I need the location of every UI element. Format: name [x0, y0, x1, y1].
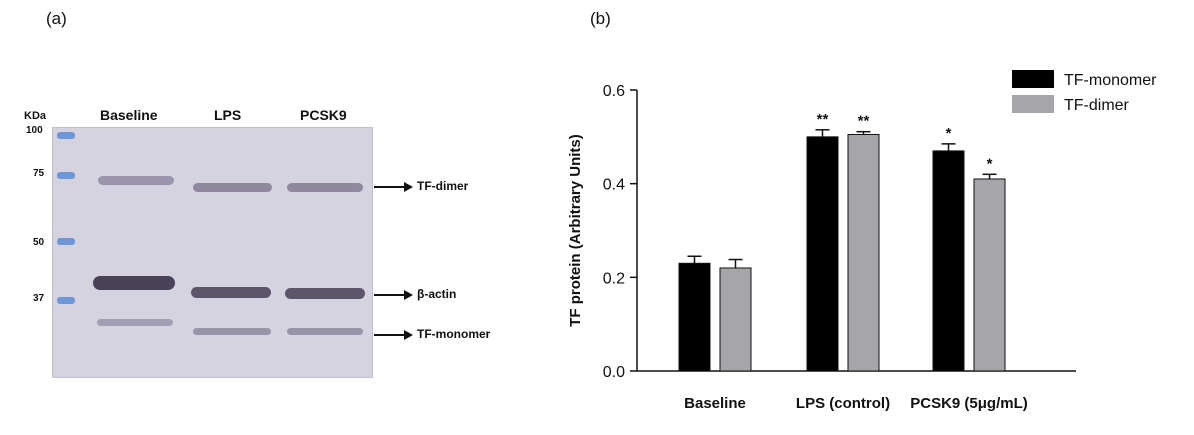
y-tick-label: 0.6	[603, 83, 625, 100]
bar-tf-monomer-1	[806, 136, 839, 372]
significance-label: *	[946, 125, 952, 142]
significance-label: **	[817, 111, 829, 128]
bar-tf-monomer-2	[932, 150, 965, 372]
lane-label-baseline: Baseline	[100, 107, 158, 123]
x-category-label: Baseline	[684, 395, 746, 412]
bar-tf-dimer-0	[719, 267, 752, 372]
panel-b-label: (b)	[590, 9, 611, 28]
arrow-label-tf-monomer: TF-monomer	[417, 327, 491, 341]
arrow-beta-actin	[374, 290, 413, 300]
band-dimer-lps	[193, 183, 272, 192]
panel-a-label: (a)	[46, 9, 67, 28]
western-blot-panel: KDa Baseline LPS PCSK9 100 75 50 37 TF-d…	[0, 0, 560, 435]
bar-tf-dimer-1	[847, 133, 880, 372]
significance-label: **	[858, 113, 870, 130]
legend-label: TF-monomer	[1064, 72, 1157, 89]
arrow-label-beta-actin: β-actin	[417, 287, 457, 301]
marker-label-75: 75	[33, 168, 45, 179]
ladder-band-100	[57, 132, 75, 139]
band-monomer-pcsk9	[287, 328, 363, 335]
band-monomer-lps	[193, 328, 271, 335]
y-tick-label: 0.2	[603, 270, 625, 287]
marker-label-50: 50	[33, 237, 45, 248]
bar-tf-monomer-0	[678, 262, 711, 372]
band-actin-pcsk9	[285, 288, 365, 299]
y-tick-label: 0.4	[603, 177, 625, 194]
lane-label-lps: LPS	[214, 107, 242, 123]
ladder-band-37	[57, 297, 75, 304]
band-dimer-pcsk9	[287, 183, 363, 192]
band-dimer-baseline	[98, 176, 174, 185]
significance-label: *	[987, 155, 993, 172]
ladder-band-50	[57, 238, 75, 245]
lane-label-pcsk9: PCSK9	[300, 107, 347, 123]
legend-label: TF-dimer	[1064, 97, 1130, 114]
arrow-tf-monomer	[374, 330, 413, 340]
legend-swatch-tf-dimer	[1012, 95, 1054, 113]
bar-tf-dimer-2	[973, 178, 1006, 372]
marker-label-37: 37	[33, 293, 45, 304]
x-category-label: LPS (control)	[796, 395, 890, 412]
marker-label-100: 100	[26, 125, 43, 136]
band-actin-lps	[191, 287, 271, 298]
y-axis-title: TF protein (Arbitrary Units)	[567, 134, 584, 327]
x-category-label: PCSK9 (5μg/mL)	[910, 395, 1028, 412]
kda-header: KDa	[24, 110, 47, 122]
band-monomer-baseline	[97, 319, 173, 326]
arrow-label-tf-dimer: TF-dimer	[417, 179, 469, 193]
arrow-tf-dimer	[374, 182, 413, 192]
legend-swatch-tf-monomer	[1012, 70, 1054, 88]
band-actin-baseline	[93, 276, 175, 290]
ladder-band-75	[57, 172, 75, 179]
blot-membrane	[52, 127, 373, 378]
y-tick-label: 0.0	[603, 364, 625, 381]
